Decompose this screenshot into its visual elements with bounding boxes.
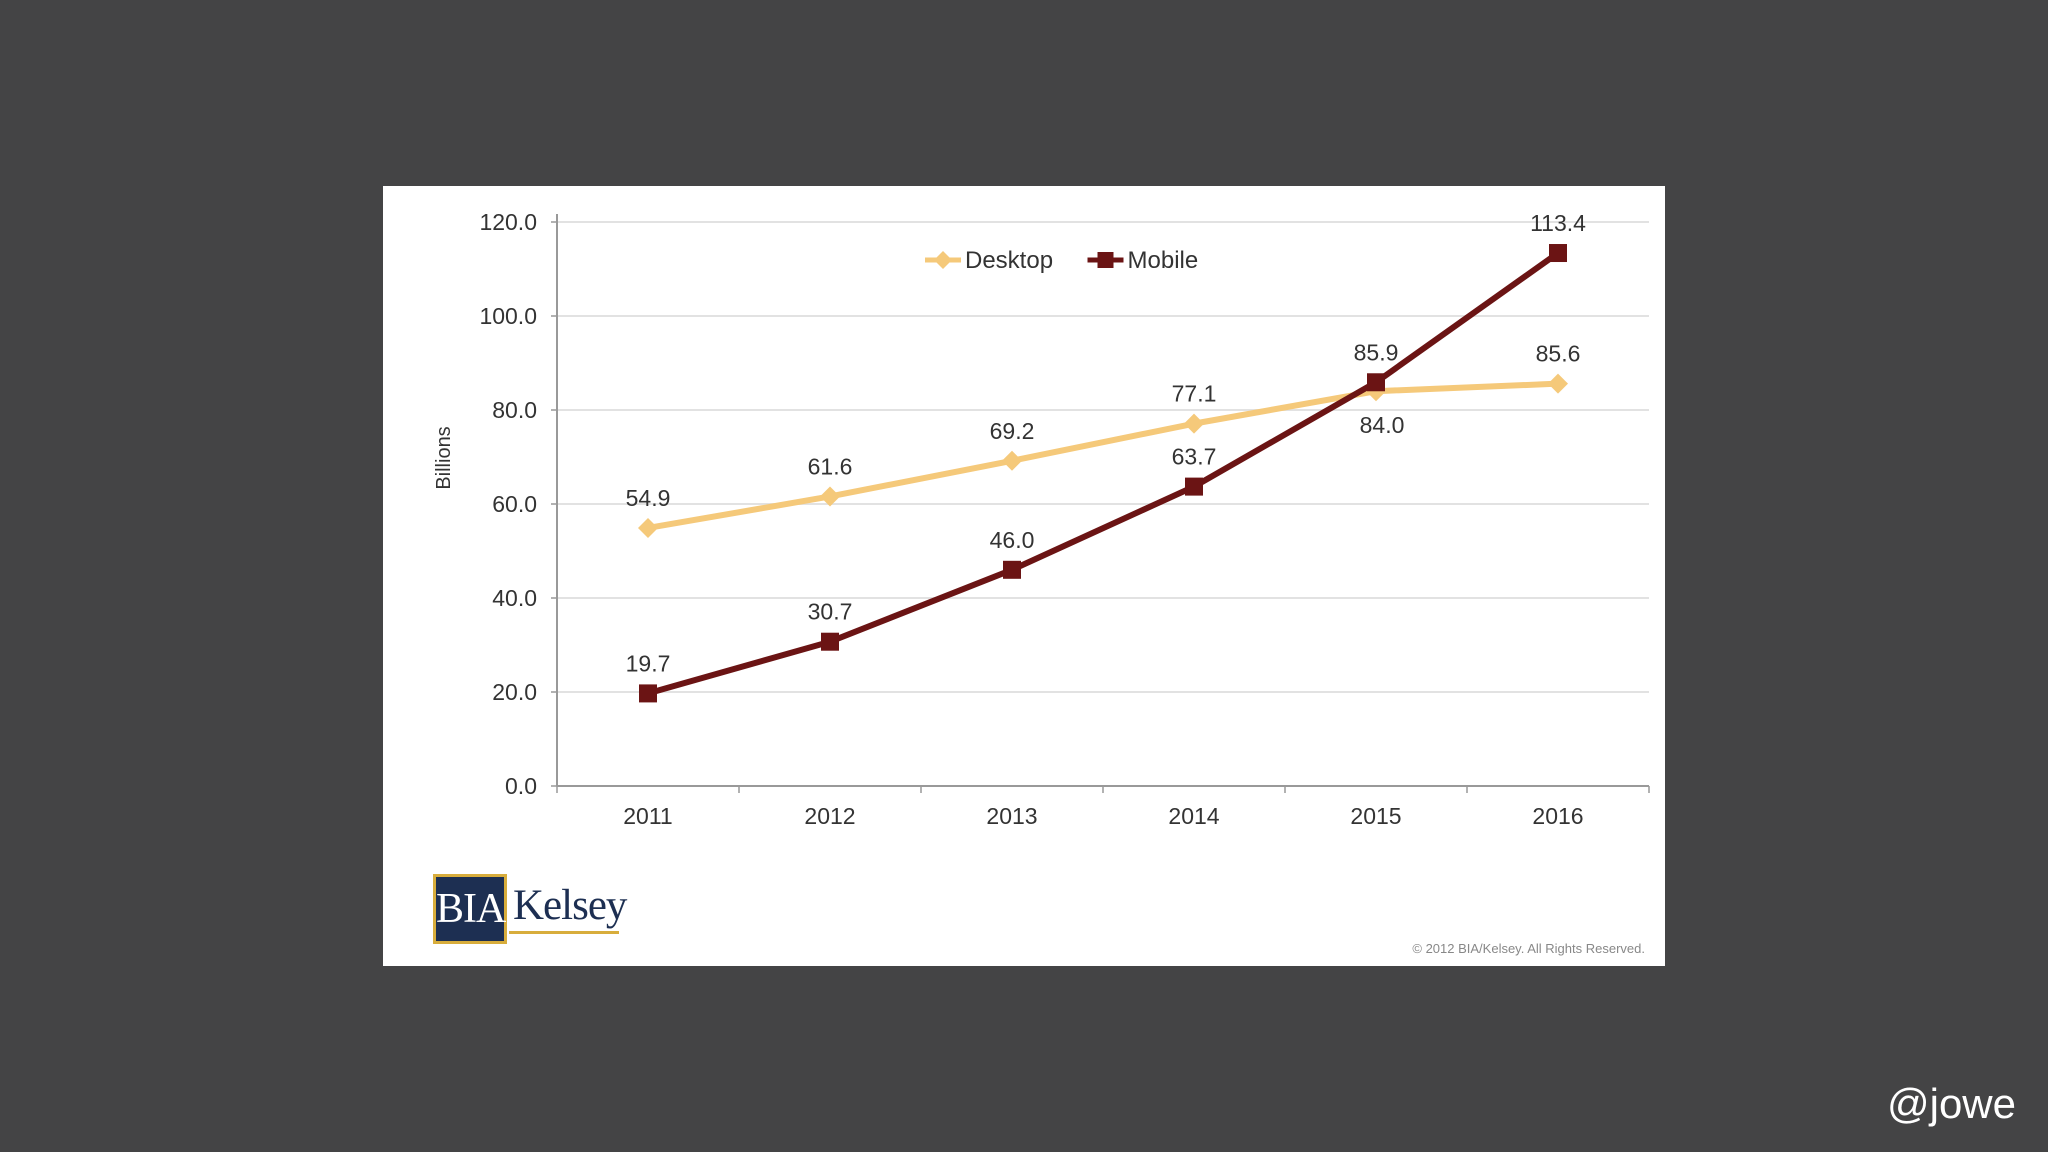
y-tick-label: 20.0: [492, 679, 537, 705]
desktop-data-label: 84.0: [1360, 412, 1405, 438]
mobile-point: [1003, 560, 1021, 579]
desktop-point: [1548, 373, 1568, 394]
mobile-data-label: 85.9: [1354, 339, 1399, 365]
y-tick-label: 0.0: [505, 773, 537, 799]
desktop-line: [645, 380, 1561, 531]
mobile-data-label: 46.0: [990, 527, 1035, 553]
mobile-data-label: 63.7: [1172, 444, 1217, 470]
desktop-point: [638, 517, 658, 538]
y-tick-label: 80.0: [492, 397, 537, 423]
copyright-notice: © 2012 BIA/Kelsey. All Rights Reserved.: [1412, 941, 1645, 956]
desktop-point: [1184, 413, 1204, 434]
author-handle: @jowe: [1886, 1080, 2016, 1127]
legend-mobile-label: Mobile: [1128, 247, 1199, 274]
chart-card: 0.0 20.0 40.0 60.0 80.0 100.0 120.0 2011 2012 201…: [383, 186, 1665, 966]
series: [638, 244, 1568, 703]
data-labels: 54.9 61.6 69.2 77.1 84.0 85.6 19.7 30.7 46.0 63.7…: [626, 210, 1587, 676]
x-tick-label: 2014: [1168, 803, 1219, 829]
mobile-point: [639, 684, 657, 703]
x-tick-label: 2011: [623, 803, 672, 829]
line-chart: 0.0 20.0 40.0 60.0 80.0 100.0 120.0 2011 2012 201…: [433, 209, 1650, 829]
y-tick-label: 60.0: [492, 491, 537, 517]
desktop-data-label: 54.9: [626, 485, 671, 511]
y-tick-label: 100.0: [479, 303, 537, 329]
desktop-data-label: 69.2: [990, 418, 1035, 444]
mobile-point: [1185, 477, 1203, 496]
mobile-data-label: 30.7: [808, 599, 853, 625]
x-tick-label: 2013: [986, 803, 1037, 829]
mobile-line: [645, 250, 1561, 697]
axes: 0.0 20.0 40.0 60.0 80.0 100.0 120.0 2011 2012 201…: [479, 209, 1650, 829]
x-tick-label: 2016: [1532, 803, 1583, 829]
legend-desktop-label: Desktop: [965, 247, 1053, 274]
mobile-point: [1549, 244, 1567, 263]
x-tick-label: 2012: [804, 803, 855, 829]
mobile-data-label: 113.4: [1530, 210, 1586, 236]
x-tick-label: 2015: [1350, 803, 1401, 829]
mobile-data-label: 19.7: [626, 650, 671, 676]
desktop-point: [1002, 450, 1022, 471]
desktop-data-label: 77.1: [1172, 381, 1217, 407]
mobile-point: [821, 632, 839, 651]
bia-kelsey-logo: BIA Kelsey: [433, 871, 633, 951]
gridlines: [557, 221, 1649, 693]
legend-desktop-marker: [934, 251, 952, 269]
y-axis-title: Billions: [433, 426, 455, 489]
logo-bia-mark: BIA: [433, 874, 507, 944]
mobile-point: [1367, 373, 1385, 392]
logo-underline: [509, 931, 619, 934]
y-tick-label: 40.0: [492, 585, 537, 611]
desktop-data-label: 61.6: [808, 453, 853, 479]
legend-mobile-marker: [1097, 252, 1114, 268]
legend: Desktop Mobile: [925, 247, 1198, 274]
logo-kelsey-wordmark: Kelsey: [513, 882, 627, 929]
desktop-point: [820, 486, 840, 507]
desktop-data-label: 85.6: [1536, 341, 1581, 367]
y-tick-label: 120.0: [479, 209, 537, 235]
